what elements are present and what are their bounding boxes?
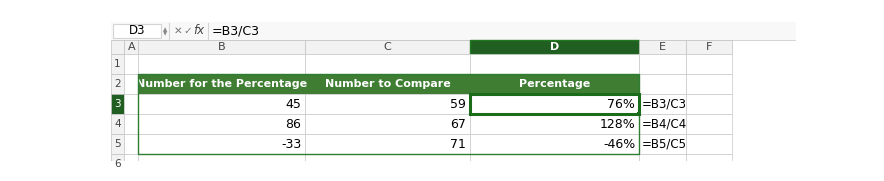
Bar [305, 74, 470, 94]
Bar [125, 94, 139, 114]
Text: A: A [127, 42, 135, 52]
Bar [305, 134, 470, 154]
Text: 71: 71 [450, 138, 466, 151]
Text: ▼: ▼ [163, 31, 167, 36]
Text: Number to Compare: Number to Compare [324, 79, 451, 89]
Text: ▲: ▲ [163, 28, 167, 33]
Bar [139, 74, 305, 94]
Bar [139, 114, 305, 134]
Text: 45: 45 [286, 98, 301, 111]
Bar [639, 54, 686, 74]
Text: 5: 5 [114, 139, 121, 149]
Bar [636, 112, 640, 115]
Bar [139, 134, 305, 154]
Bar [470, 154, 639, 174]
Bar [305, 94, 470, 114]
Bar [110, 22, 796, 40]
Text: =B5/C5: =B5/C5 [642, 138, 687, 151]
Text: 76%: 76% [607, 98, 636, 111]
Bar [305, 54, 470, 74]
Bar [470, 54, 639, 74]
Bar [125, 134, 139, 154]
Bar [470, 74, 639, 94]
Text: C: C [384, 42, 392, 52]
Text: fx: fx [194, 24, 204, 37]
Text: ✕: ✕ [173, 26, 182, 36]
Bar [470, 114, 639, 134]
Text: =B3/C3: =B3/C3 [212, 24, 260, 37]
Bar [125, 74, 139, 94]
Bar [305, 74, 470, 94]
Text: Percentage: Percentage [519, 79, 591, 89]
Bar [686, 134, 732, 154]
Bar [639, 134, 686, 154]
Bar [639, 74, 686, 94]
Text: 67: 67 [450, 118, 466, 131]
Text: F: F [705, 42, 712, 52]
Bar [686, 114, 732, 134]
Bar [125, 54, 139, 74]
Bar [639, 114, 686, 134]
Bar [125, 114, 139, 134]
Bar [305, 40, 470, 54]
Text: 4: 4 [114, 119, 121, 129]
Bar [639, 154, 686, 174]
Bar [139, 54, 305, 74]
Bar [470, 94, 639, 114]
Bar [470, 40, 639, 54]
Bar [639, 94, 686, 114]
Bar [110, 40, 125, 54]
Text: 128%: 128% [599, 118, 636, 131]
Bar [686, 54, 732, 74]
Bar [305, 114, 470, 134]
Text: E: E [659, 42, 666, 52]
Text: 59: 59 [450, 98, 466, 111]
Bar [125, 154, 139, 174]
Bar [139, 74, 639, 154]
Bar [686, 94, 732, 114]
Bar [139, 74, 305, 94]
Text: -33: -33 [281, 138, 301, 151]
Text: 6: 6 [114, 159, 121, 169]
Text: 1: 1 [114, 59, 121, 69]
Bar [139, 40, 305, 54]
Bar [139, 154, 305, 174]
Text: 2: 2 [114, 79, 121, 89]
Bar [470, 134, 639, 154]
Bar [125, 40, 139, 54]
Bar [686, 40, 732, 54]
Text: D: D [550, 42, 560, 52]
Bar [110, 74, 125, 94]
Bar [110, 94, 125, 114]
Text: D3: D3 [128, 24, 145, 37]
Bar [110, 154, 125, 174]
Bar [139, 94, 305, 114]
Text: =B4/C4: =B4/C4 [642, 118, 688, 131]
Text: B: B [217, 42, 225, 52]
Bar [686, 74, 732, 94]
Bar [305, 154, 470, 174]
Bar [110, 114, 125, 134]
Text: Number for the Percentage: Number for the Percentage [136, 79, 308, 89]
Text: =B3/C3: =B3/C3 [642, 98, 687, 111]
Bar [113, 24, 161, 38]
Text: -46%: -46% [603, 138, 636, 151]
Text: 3: 3 [114, 99, 121, 109]
Bar [110, 54, 125, 74]
Text: 86: 86 [286, 118, 301, 131]
Bar [470, 74, 639, 94]
Bar [639, 40, 686, 54]
Bar [110, 134, 125, 154]
Text: ✓: ✓ [184, 26, 193, 36]
Bar [686, 154, 732, 174]
Bar [470, 94, 639, 114]
